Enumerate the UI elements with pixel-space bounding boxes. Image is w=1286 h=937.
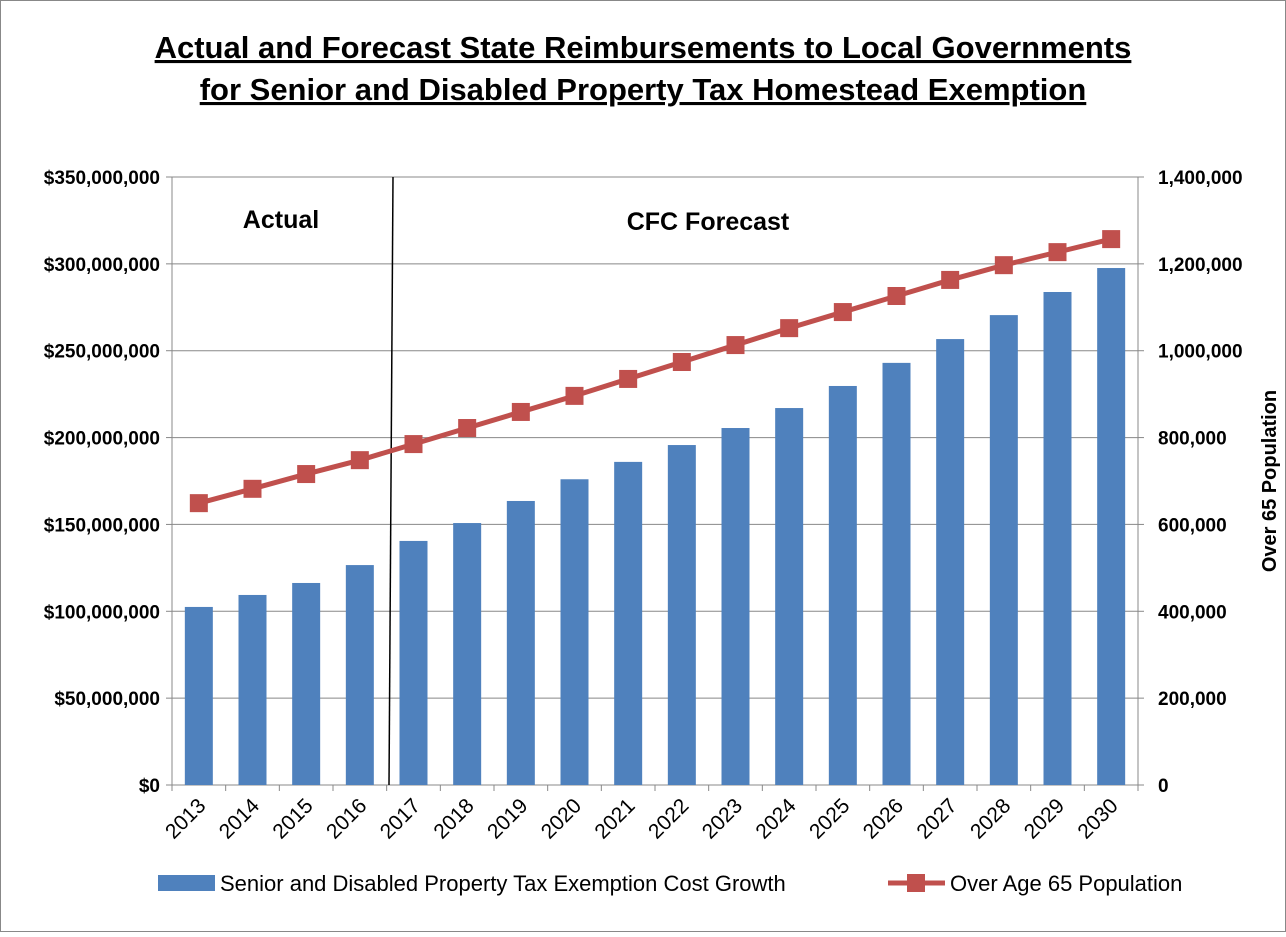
y-tick-label: $200,000,000	[44, 429, 160, 450]
bar	[238, 594, 267, 785]
y-tick-label: $50,000,000	[54, 689, 160, 710]
bar	[345, 565, 374, 785]
bar	[184, 606, 213, 785]
annotation: Actual	[243, 206, 319, 234]
marker	[833, 303, 852, 322]
legend-label: Over Age 65 Population	[950, 871, 1182, 896]
bar	[989, 315, 1018, 785]
marker	[511, 402, 530, 421]
chart-title: Actual and Forecast State Reimbursements…	[155, 30, 1132, 65]
marker	[941, 270, 960, 289]
marker	[994, 256, 1013, 275]
y-tick-label: $0	[139, 776, 160, 797]
bar	[721, 428, 750, 785]
y-tick-label: $350,000,000	[44, 168, 160, 189]
bar	[560, 479, 589, 785]
y-tick-label: $100,000,000	[44, 602, 160, 623]
bar	[614, 461, 643, 785]
bar	[292, 582, 321, 785]
y-tick-label: $150,000,000	[44, 515, 160, 536]
y-tick-label: $250,000,000	[44, 342, 160, 363]
legend-swatch	[907, 874, 925, 892]
y2-tick-label: 400,000	[1158, 602, 1227, 623]
y2-tick-label: 800,000	[1158, 429, 1227, 450]
bar	[882, 362, 911, 785]
legend-label: Senior and Disabled Property Tax Exempti…	[220, 871, 786, 896]
legend-swatch	[158, 875, 215, 891]
bar	[936, 339, 965, 785]
chart-title: for Senior and Disabled Property Tax Hom…	[200, 72, 1087, 107]
bar	[667, 445, 696, 785]
bar	[399, 540, 428, 785]
y2-axis-label: Over 65 Population	[1259, 390, 1281, 572]
marker	[887, 286, 906, 305]
bar	[1097, 268, 1126, 786]
y2-tick-label: 1,000,000	[1158, 342, 1243, 363]
marker	[1102, 230, 1121, 249]
bar	[453, 523, 482, 785]
y-tick-label: $300,000,000	[44, 255, 160, 276]
marker	[243, 479, 262, 498]
annotation: CFC Forecast	[627, 208, 790, 236]
y2-tick-label: 1,200,000	[1158, 255, 1243, 276]
marker	[1048, 243, 1067, 262]
y2-tick-label: 0	[1158, 776, 1169, 797]
bar	[828, 385, 857, 785]
marker	[780, 319, 799, 338]
bar	[775, 408, 804, 785]
marker	[189, 494, 208, 513]
marker	[726, 336, 745, 355]
marker	[297, 465, 316, 484]
marker	[619, 369, 638, 388]
bar	[1043, 291, 1072, 785]
marker	[350, 451, 369, 470]
y2-tick-label: 1,400,000	[1158, 168, 1243, 189]
marker	[404, 435, 423, 454]
separator	[388, 176, 394, 786]
y2-tick-label: 600,000	[1158, 515, 1227, 536]
y2-tick-label: 200,000	[1158, 689, 1227, 710]
marker	[672, 353, 691, 372]
marker	[565, 386, 584, 405]
bar	[506, 500, 535, 785]
marker	[458, 419, 477, 438]
